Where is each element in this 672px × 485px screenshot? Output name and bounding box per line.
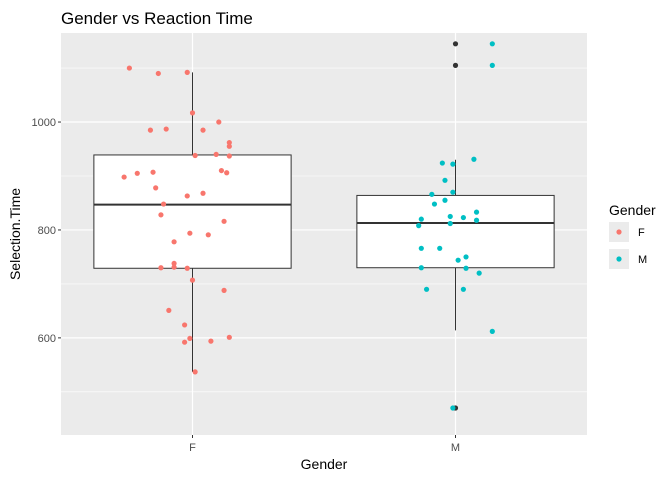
data-point: [442, 177, 448, 183]
data-point: [463, 265, 469, 271]
data-point: [226, 143, 232, 149]
data-point: [150, 169, 156, 175]
outlier-point: [452, 62, 459, 68]
data-point: [431, 201, 438, 207]
data-point: [442, 197, 448, 203]
data-point: [184, 69, 190, 75]
data-point: [489, 328, 495, 334]
data-point: [134, 170, 140, 176]
data-point: [450, 161, 456, 167]
data-point: [450, 189, 456, 195]
data-point: [189, 110, 196, 116]
legend-title: Gender: [609, 202, 656, 218]
data-point: [192, 369, 198, 375]
data-point: [476, 270, 482, 276]
data-point: [418, 265, 424, 271]
data-point: [155, 70, 161, 77]
data-point: [158, 265, 164, 271]
data-point: [437, 245, 443, 251]
y-tick-label: 800: [38, 225, 56, 237]
box-iqr: [93, 154, 292, 269]
y-tick-label: 600: [38, 333, 56, 345]
data-point: [471, 156, 477, 162]
data-point: [192, 152, 198, 159]
y-tick-label: 1000: [32, 117, 56, 129]
box-iqr: [356, 194, 555, 269]
data-point: [489, 62, 495, 68]
data-point: [182, 339, 188, 345]
data-point: [221, 287, 227, 293]
data-point: [171, 239, 177, 245]
data-point: [163, 126, 169, 132]
data-point: [200, 127, 206, 133]
data-point: [184, 193, 190, 199]
data-point: [216, 119, 222, 125]
x-tick-label: M: [451, 442, 460, 454]
data-point: [158, 212, 164, 218]
data-point: [121, 174, 127, 180]
data-point: [226, 153, 232, 159]
data-point: [489, 41, 495, 47]
data-point: [153, 185, 159, 191]
data-point: [439, 160, 445, 166]
data-point: [447, 213, 453, 220]
data-point: [171, 264, 177, 270]
data-point: [450, 405, 456, 411]
axis-layer: 600 800 1000 F M: [32, 117, 461, 454]
data-point: [182, 322, 188, 328]
legend-key-point: [616, 229, 622, 235]
data-point: [166, 307, 172, 313]
legend: Gender FM: [609, 202, 656, 269]
data-point: [455, 257, 461, 263]
legend-key-point: [616, 256, 622, 262]
data-point: [473, 209, 480, 215]
x-axis-label: Gender: [301, 456, 348, 472]
data-point: [208, 338, 214, 344]
legend-entry-label: F: [638, 227, 645, 239]
data-point: [189, 277, 196, 283]
data-point: [460, 286, 466, 292]
data-point: [226, 334, 232, 340]
data-point: [213, 151, 219, 158]
data-point: [126, 65, 132, 71]
data-point: [218, 167, 225, 174]
data-point: [460, 214, 466, 221]
chart-title: Gender vs Reaction Time: [61, 9, 253, 28]
data-point: [160, 201, 167, 207]
data-point: [226, 139, 232, 146]
data-point: [147, 127, 154, 133]
data-point: [205, 232, 211, 238]
data-point: [418, 216, 424, 222]
data-point: [224, 170, 230, 176]
data-point: [473, 217, 480, 223]
data-point: [463, 254, 469, 260]
data-point: [423, 286, 430, 292]
data-point: [200, 190, 206, 196]
data-point: [187, 230, 193, 236]
outlier-point: [452, 41, 459, 47]
x-tick-label: F: [189, 442, 196, 454]
data-point: [221, 218, 227, 224]
data-point: [418, 245, 424, 251]
data-point: [171, 260, 177, 267]
data-point: [416, 223, 422, 229]
data-point: [429, 191, 435, 197]
point-layer: [121, 41, 495, 411]
data-point: [187, 335, 193, 342]
data-point: [447, 220, 453, 227]
y-axis-label: Selection.Time: [7, 188, 23, 280]
data-point: [184, 265, 190, 271]
legend-entries: FM: [609, 222, 647, 269]
legend-entry-label: M: [638, 254, 647, 266]
